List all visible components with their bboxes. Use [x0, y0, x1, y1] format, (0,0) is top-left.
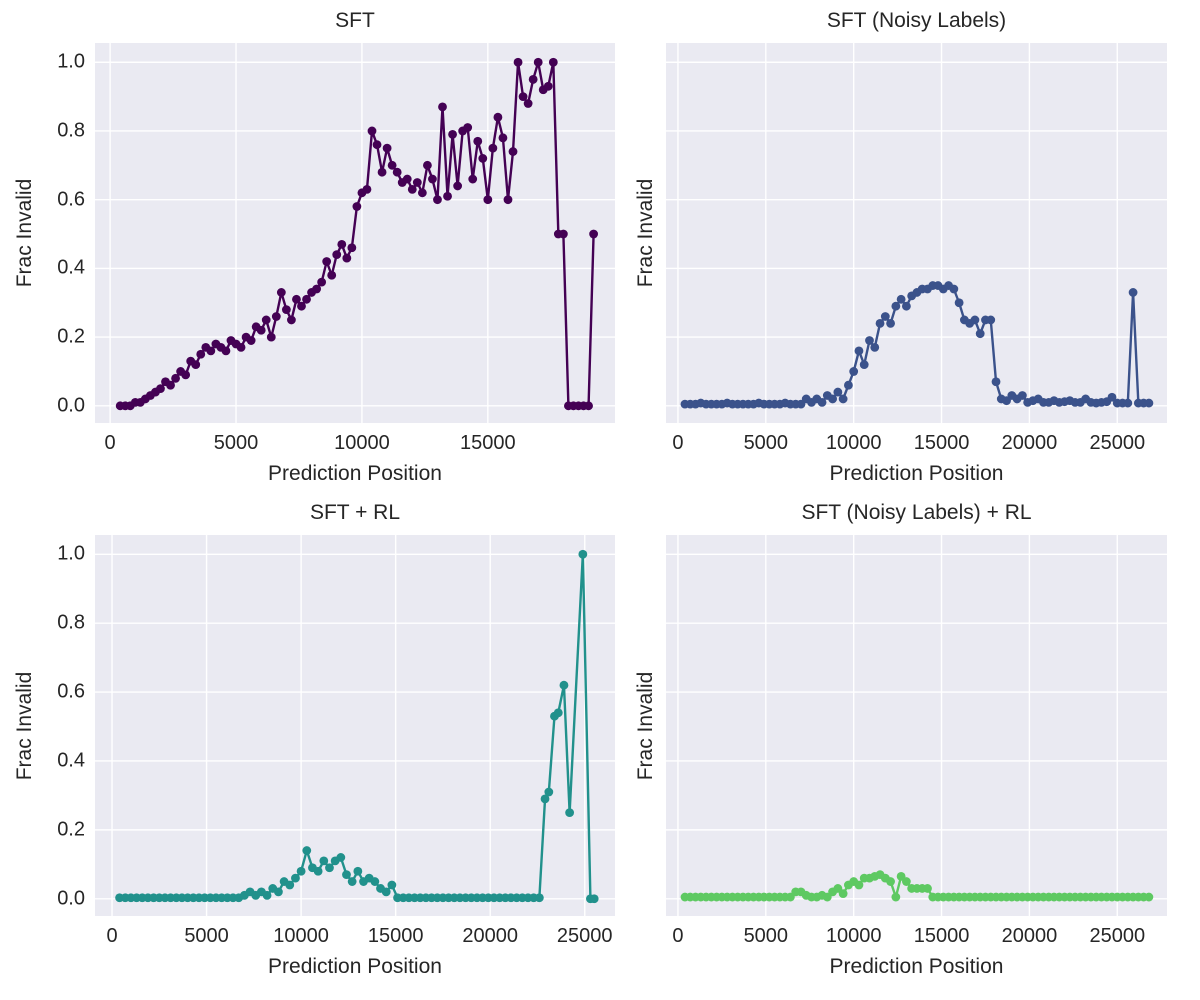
x-tick-label: 10000 [334, 432, 390, 454]
subplot-sft: SFT Prediction Position Frac Invalid 0 50… [13, 9, 615, 485]
plot-canvas [666, 535, 1167, 916]
x-tick-label: 10000 [273, 925, 329, 947]
y-tick-label: 1.0 [57, 542, 85, 565]
x-tick-label: 20000 [462, 925, 518, 947]
x-tick-label: 0 [672, 925, 684, 947]
y-tick-label: 0.0 [57, 394, 85, 417]
y-tick-label: 1.0 [57, 50, 85, 73]
x-tick-label: 20000 [1001, 925, 1058, 947]
x-tick-label: 0 [106, 925, 118, 947]
subplot-sft-noisy-labels: SFT (Noisy Labels) Prediction Position F… [634, 9, 1167, 485]
x-tick-label: 25000 [1089, 432, 1146, 454]
chart-title: SFT (Noisy Labels) [826, 9, 1007, 32]
y-tick-label: 0.2 [57, 325, 85, 348]
x-tick-label: 10000 [825, 925, 882, 947]
x-tick-label: 5000 [743, 925, 789, 947]
x-tick-label: 0 [104, 432, 116, 454]
chart-title: SFT + RL [309, 501, 401, 524]
x-tick-label: 5000 [184, 925, 229, 947]
y-axis-label: Frac Invalid [634, 671, 657, 780]
plot-canvas [95, 43, 615, 423]
y-tick-label: 0.0 [57, 887, 85, 910]
x-tick-label: 5000 [213, 432, 259, 454]
x-tick-label: 5000 [743, 432, 789, 454]
x-tick-label: 0 [672, 432, 684, 454]
y-tick-label: 0.4 [57, 256, 85, 279]
x-tick-label: 15000 [367, 925, 424, 947]
subplot-sft-noisy-labels-rl: SFT (Noisy Labels) + RL Prediction Posit… [634, 501, 1167, 978]
x-axis-label: Prediction Position [268, 462, 442, 485]
subplot-sft-rl: SFT + RL Prediction Position Frac Invali… [13, 501, 615, 978]
y-axis-label: Frac Invalid [634, 178, 657, 288]
plot-canvas [666, 43, 1167, 423]
y-tick-label: 0.6 [57, 188, 85, 211]
x-tick-label: 15000 [913, 432, 970, 454]
x-tick-label: 15000 [913, 925, 970, 947]
y-tick-label: 0.8 [57, 119, 85, 142]
x-axis-label: Prediction Position [829, 462, 1004, 485]
chart-title: SFT [335, 9, 375, 32]
x-axis-label: Prediction Position [829, 955, 1004, 978]
chart-title: SFT (Noisy Labels) + RL [801, 501, 1032, 524]
x-tick-label: 10000 [825, 432, 882, 454]
x-tick-label: 20000 [1001, 432, 1058, 454]
y-tick-label: 0.4 [57, 749, 85, 772]
plot-canvas [95, 535, 615, 916]
y-tick-label: 0.6 [57, 680, 85, 703]
y-tick-label: 0.2 [57, 818, 85, 841]
y-tick-label: 0.8 [57, 611, 85, 634]
x-tick-label: 25000 [556, 925, 613, 947]
x-axis-label: Prediction Position [268, 955, 442, 978]
x-tick-label: 25000 [1089, 925, 1146, 947]
x-tick-label: 15000 [460, 432, 516, 454]
